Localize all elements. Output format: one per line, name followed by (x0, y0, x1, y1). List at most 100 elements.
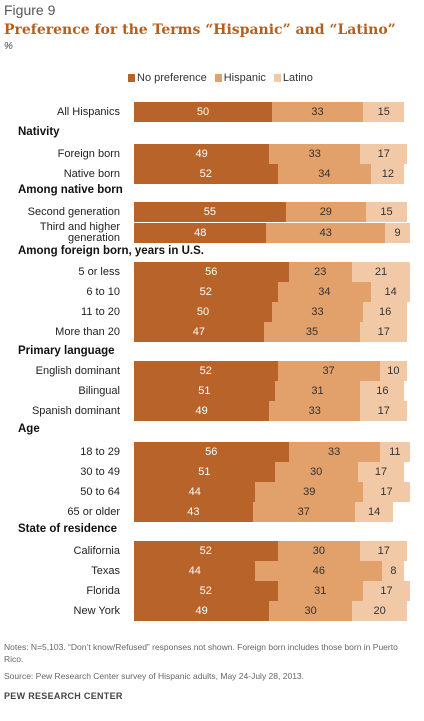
bar-segment-latino: 17 (363, 482, 410, 502)
bar-segment-hispanic: 46 (255, 561, 383, 581)
row-label: Bilingual (78, 385, 120, 397)
section-heading: Among foreign born, years in U.S. (18, 245, 204, 257)
row-label: 18 to 29 (80, 446, 120, 458)
figure-label: Figure 9 (4, 2, 56, 18)
bar-segment-no-preference: 51 (134, 381, 275, 401)
bar-segment-no-preference: 52 (134, 164, 278, 184)
bar-segment-hispanic: 33 (269, 144, 361, 164)
bar-segment-no-preference: 44 (134, 561, 256, 581)
bar-segment-latino: 9 (385, 223, 410, 243)
bar-segment-hispanic: 43 (266, 223, 386, 243)
bar-segment-no-preference: 43 (134, 502, 253, 522)
bar-segment-hispanic: 23 (288, 262, 353, 282)
bar-segment-no-preference: 50 (134, 102, 272, 122)
legend-label: Hispanic (223, 72, 266, 84)
row-label: New York (73, 605, 120, 617)
legend: No preference Hispanic Latino (128, 72, 321, 84)
section-heading: Primary language (18, 345, 115, 357)
bar-segment-hispanic: 31 (274, 381, 361, 401)
chart-source: Source: Pew Research Center survey of Hi… (4, 671, 305, 681)
bar-segment-hispanic: 33 (269, 401, 361, 421)
bar-segment-no-preference: 52 (134, 361, 278, 381)
bar-segment-no-preference: 52 (134, 581, 278, 601)
row-label: Second generation (27, 206, 120, 218)
bar-segment-hispanic: 30 (274, 462, 358, 482)
section-heading: State of residence (18, 523, 118, 535)
bar-segment-latino: 17 (363, 581, 410, 601)
row-label: 65 or older (67, 506, 120, 518)
bar-segment-hispanic: 37 (252, 502, 355, 522)
row-label: 11 to 20 (81, 306, 120, 318)
section-heading: Among native born (18, 184, 123, 196)
legend-swatch (128, 74, 135, 82)
row-label: Spanish dominant (31, 405, 120, 417)
bar-segment-hispanic: 35 (263, 322, 361, 342)
credit: PEW RESEARCH CENTER (4, 691, 123, 701)
bar-segment-latino: 17 (360, 322, 408, 342)
bar-segment-no-preference: 49 (134, 144, 270, 164)
row-label: Foreign born (57, 148, 120, 160)
bar-segment-latino: 10 (379, 361, 408, 381)
row-label: English dominant (35, 365, 120, 377)
bar-segment-hispanic: 33 (272, 302, 364, 322)
bar-segment-hispanic: 30 (269, 601, 353, 621)
bar-segment-hispanic: 31 (277, 581, 364, 601)
legend-label: Latino (282, 72, 313, 84)
section-heading: Nativity (18, 126, 60, 138)
bar-segment-no-preference: 56 (134, 262, 289, 282)
bar-segment-latino: 16 (360, 381, 405, 401)
row-label: More than 20 (55, 326, 120, 338)
bar-segment-hispanic: 37 (277, 361, 380, 381)
row-label: 6 to 10 (86, 286, 120, 298)
bar-segment-hispanic: 29 (285, 202, 366, 222)
bar-segment-latino: 17 (360, 541, 408, 561)
bar-segment-no-preference: 49 (134, 401, 270, 421)
bar-segment-no-preference: 48 (134, 223, 267, 243)
legend-item-hispanic: Hispanic (214, 72, 266, 84)
legend-label: No preference (137, 72, 207, 84)
bar-segment-latino: 17 (360, 144, 408, 164)
row-label: 50 to 64 (80, 486, 120, 498)
bar-segment-latino: 16 (363, 302, 408, 322)
bar-segment-latino: 15 (365, 202, 408, 222)
bar-segment-hispanic: 39 (255, 482, 364, 502)
bar-segment-latino: 21 (352, 262, 410, 282)
bar-segment-no-preference: 56 (134, 442, 289, 462)
legend-item-latino: Latino (273, 72, 313, 84)
bar-segment-no-preference: 51 (134, 462, 275, 482)
bar-segment-latino: 20 (352, 601, 408, 621)
legend-swatch (273, 74, 281, 82)
row-label: Third and higher generation (39, 221, 120, 244)
bar-segment-hispanic: 30 (277, 541, 361, 561)
row-label: Florida (86, 585, 120, 597)
legend-item-no-preference: No preference (128, 72, 207, 84)
bar-segment-latino: 15 (363, 102, 405, 122)
unit-label: % (4, 41, 13, 52)
chart-notes: Notes: N=5,103. “Don’t know/Refused” res… (4, 642, 398, 664)
row-label: California (73, 545, 120, 557)
bar-segment-hispanic: 34 (277, 164, 372, 184)
bar-segment-latino: 14 (354, 502, 394, 522)
bar-segment-no-preference: 49 (134, 601, 270, 621)
row-label: 30 to 49 (80, 466, 120, 478)
row-label: Native born (63, 168, 120, 180)
bar-segment-latino: 12 (371, 164, 405, 184)
bar-segment-no-preference: 50 (134, 302, 272, 322)
bar-segment-latino: 8 (382, 561, 405, 581)
bar-segment-no-preference: 44 (134, 482, 256, 502)
bar-segment-hispanic: 33 (288, 442, 380, 462)
row-label: All Hispanics (57, 106, 120, 118)
chart-title: Preference for the Terms “Hispanic” and … (4, 22, 396, 38)
bar-segment-no-preference: 52 (134, 541, 278, 561)
bar-segment-latino: 11 (379, 442, 410, 462)
bar-segment-latino: 17 (357, 462, 405, 482)
bar-segment-latino: 14 (371, 282, 410, 302)
bar-segment-no-preference: 52 (134, 282, 278, 302)
bar-segment-no-preference: 55 (134, 202, 286, 222)
bar-segment-latino: 17 (360, 401, 408, 421)
bar-segment-hispanic: 34 (277, 282, 372, 302)
bar-segment-no-preference: 47 (134, 322, 264, 342)
row-label: 5 or less (78, 266, 120, 278)
legend-swatch (214, 74, 222, 82)
row-label: Texas (91, 565, 120, 577)
